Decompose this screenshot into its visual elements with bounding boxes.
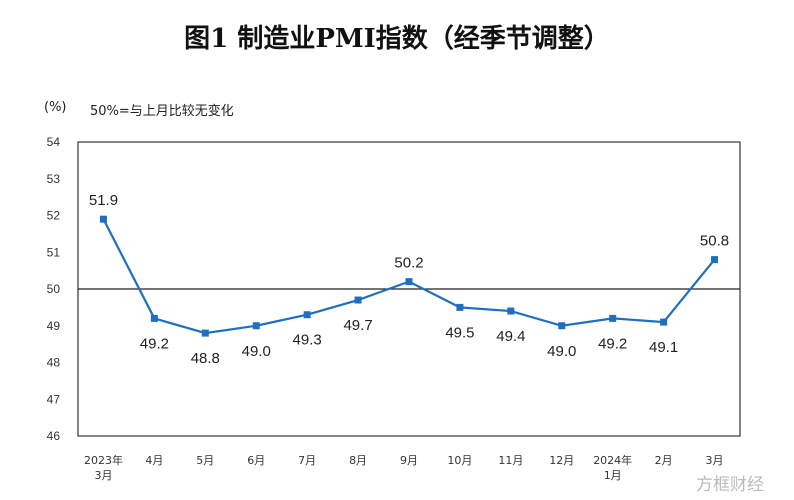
x-tick-label: 11月	[498, 454, 523, 467]
y-tick-label: 52	[47, 209, 61, 223]
x-tick-label: 4月	[145, 454, 163, 467]
y-tick-label: 47	[47, 392, 61, 406]
y-tick-label: 53	[47, 172, 61, 186]
data-point	[252, 322, 260, 330]
y-tick-label: 48	[47, 356, 61, 370]
data-label: 51.9	[89, 192, 118, 209]
data-label: 49.4	[496, 328, 525, 345]
data-label: 49.2	[140, 335, 169, 352]
data-label: 49.3	[293, 332, 322, 349]
data-label: 49.2	[598, 335, 627, 352]
data-label: 48.8	[191, 350, 220, 367]
data-point	[201, 329, 209, 337]
series-line	[102, 218, 716, 335]
data-point	[99, 215, 107, 223]
x-tick-label: 8月	[349, 454, 367, 467]
data-point	[405, 278, 413, 286]
data-point	[609, 314, 617, 322]
data-point	[303, 311, 311, 319]
y-tick-label: 51	[47, 245, 61, 259]
watermark: 方框财经	[696, 475, 764, 495]
data-point	[354, 296, 362, 304]
data-label: 49.1	[649, 339, 678, 356]
data-point	[456, 303, 464, 311]
y-tick-label: 46	[47, 429, 61, 443]
reference-note: 50%=与上月比较无变化	[90, 104, 234, 119]
x-tick-label: 2024年	[593, 453, 632, 467]
data-point	[507, 307, 515, 315]
data-label: 50.8	[700, 233, 729, 250]
data-point	[558, 322, 566, 330]
y-axis-unit: (%)	[44, 100, 67, 115]
data-label: 49.7	[343, 317, 372, 334]
x-tick-label: 10月	[447, 454, 472, 467]
x-tick-label: 5月	[196, 454, 214, 467]
data-label: 50.2	[394, 255, 423, 272]
x-tick-label: 9月	[400, 454, 418, 467]
data-point	[711, 256, 719, 264]
data-label: 49.5	[445, 324, 474, 341]
y-tick-label: 50	[47, 282, 61, 296]
y-tick-label: 49	[47, 319, 61, 333]
x-tick-label: 1月	[604, 469, 622, 482]
y-tick-label: 54	[47, 135, 61, 149]
x-tick-label: 3月	[706, 454, 724, 467]
x-tick-label: 6月	[247, 454, 265, 467]
data-label: 49.0	[242, 343, 271, 360]
data-point	[660, 318, 668, 326]
x-tick-label: 3月	[94, 469, 112, 482]
x-tick-label: 2023年	[84, 453, 123, 467]
data-label: 49.0	[547, 343, 576, 360]
chart-title: 图1 制造业PMI指数（经季节调整）	[184, 24, 610, 54]
x-tick-label: 2月	[655, 454, 673, 467]
x-tick-label: 12月	[549, 454, 574, 467]
x-tick-label: 7月	[298, 454, 316, 467]
data-point	[150, 314, 158, 322]
